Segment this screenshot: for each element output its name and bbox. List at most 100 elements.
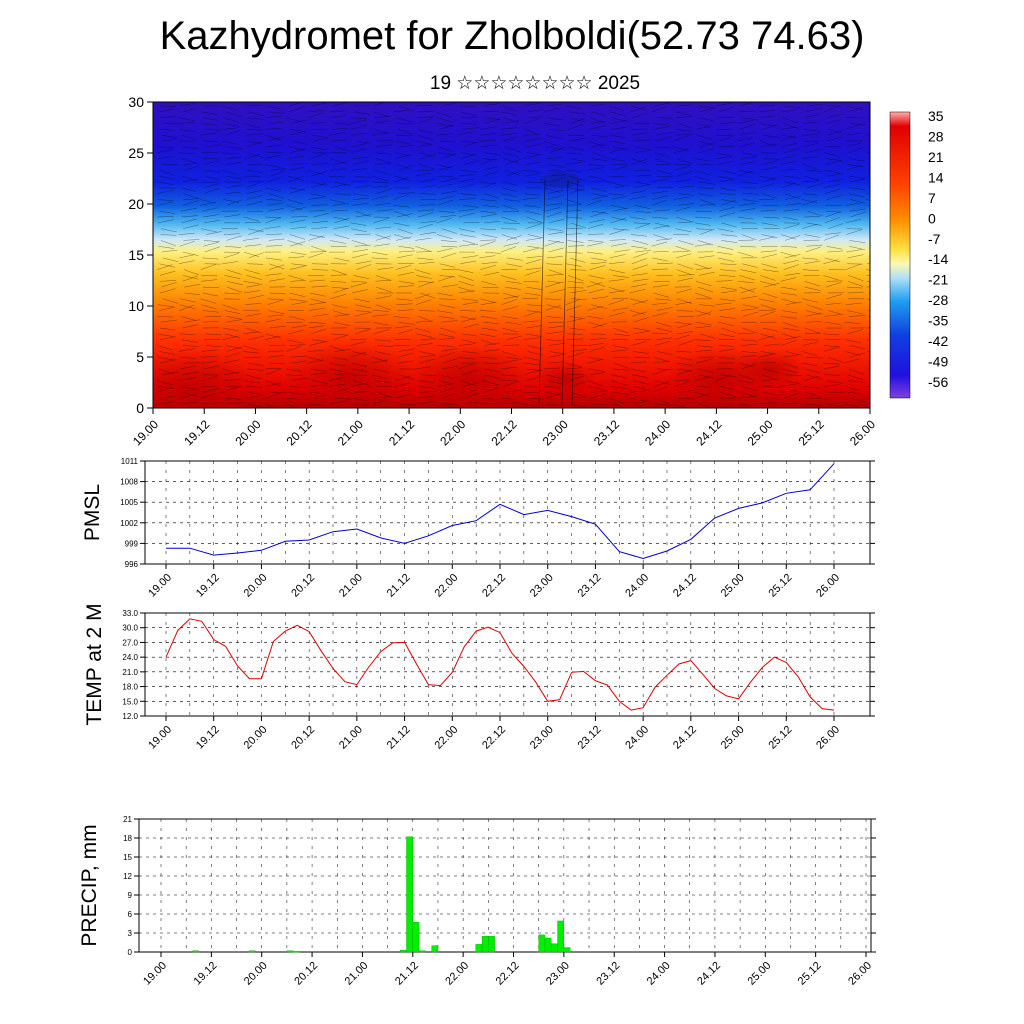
wind-streamline (501, 127, 518, 130)
wind-streamline (844, 321, 861, 324)
wind-streamline (291, 216, 308, 218)
precip-bar (192, 950, 199, 953)
wind-streamline (270, 170, 286, 177)
wind-streamline (225, 397, 242, 400)
wind-streamline (866, 386, 870, 387)
wind-streamline (675, 206, 691, 212)
wind-streamline (415, 172, 431, 177)
wind-streamline (329, 362, 346, 367)
wind-streamline (612, 345, 629, 349)
wind-streamline (592, 152, 608, 159)
wind-streamline (524, 118, 540, 124)
wind-streamline (868, 315, 870, 317)
wind-streamline (202, 321, 219, 323)
wind-streamline (760, 250, 777, 253)
wind-streamline (223, 127, 240, 130)
wind-streamline (802, 193, 819, 196)
wind-streamline (226, 161, 243, 165)
wind-streamline (526, 286, 543, 290)
wind-streamline (483, 387, 499, 393)
wind-streamline (415, 320, 432, 323)
wind-streamline (740, 308, 757, 311)
wind-streamline (544, 187, 561, 193)
wind-streamline (740, 351, 757, 354)
x-tick-label: 25.00 (745, 417, 776, 448)
wind-streamline (436, 111, 452, 118)
wind-streamline (184, 319, 201, 323)
wind-streamline (567, 333, 584, 335)
wind-streamline (461, 152, 478, 156)
x-tick-label: 21.12 (385, 724, 413, 752)
wind-streamline (204, 170, 221, 173)
wind-streamline (675, 228, 692, 233)
wind-streamline (677, 170, 693, 177)
wind-streamline (761, 167, 778, 171)
wind-streamline (569, 257, 586, 263)
wind-streamline (586, 242, 603, 247)
wind-streamline (677, 331, 693, 335)
wind-streamline (676, 362, 693, 366)
wind-streamline (804, 129, 821, 132)
wind-streamline (226, 319, 242, 323)
wind-streamline (394, 325, 411, 329)
wind-streamline (675, 165, 691, 171)
wind-streamline (783, 264, 800, 270)
wind-streamline (715, 156, 732, 159)
wind-streamline (371, 257, 388, 260)
wind-streamline (695, 158, 712, 162)
wind-streamline (631, 159, 647, 165)
wind-streamline (419, 178, 436, 183)
colorbar-label: -49 (928, 354, 948, 370)
wind-streamline (721, 240, 738, 243)
wind-streamline (479, 140, 496, 142)
wind-streamline (351, 351, 368, 355)
wind-streamline (737, 281, 754, 283)
wind-streamline (608, 279, 625, 282)
wind-streamline (548, 129, 565, 131)
wind-streamline (673, 196, 690, 200)
x-tick-label: 20.00 (242, 960, 270, 988)
wind-streamline (824, 119, 841, 124)
wind-streamline (739, 161, 756, 165)
wind-streamline (588, 275, 605, 279)
wind-streamline (824, 232, 841, 235)
wind-streamline (330, 184, 347, 189)
wind-streamline (549, 147, 565, 153)
wind-streamline (805, 113, 822, 118)
x-tick-label: 22.00 (432, 572, 460, 600)
x-tick-label: 23.00 (528, 572, 556, 600)
wind-streamline (696, 267, 713, 270)
wind-streamline (311, 227, 328, 229)
wind-streamline (544, 240, 560, 247)
wind-streamline (609, 269, 625, 274)
wind-streamline (160, 234, 177, 236)
wind-streamline (247, 403, 264, 408)
x-tick-label: 24.12 (695, 960, 723, 988)
wind-streamline (398, 105, 415, 112)
wind-streamline (265, 199, 282, 201)
wind-streamline (159, 401, 176, 405)
wind-streamline (417, 257, 434, 261)
wind-streamline (157, 333, 174, 337)
wind-streamline (738, 362, 755, 368)
wind-streamline (546, 228, 563, 231)
y-tick-label: 999 (125, 539, 139, 548)
wind-streamline (527, 246, 544, 249)
wind-streamline (523, 337, 540, 340)
wind-streamline (782, 321, 798, 328)
wind-streamline (246, 275, 263, 280)
wind-streamline (441, 320, 458, 323)
wind-streamline (846, 229, 862, 235)
wind-streamline (586, 199, 602, 206)
wind-streamline (546, 211, 563, 218)
wind-streamline (592, 323, 608, 329)
wind-streamline (694, 222, 711, 226)
wind-streamline (694, 263, 710, 270)
wind-streamline (371, 251, 388, 256)
wind-streamline (373, 329, 390, 335)
wind-streamline (291, 163, 308, 165)
wind-streamline (504, 199, 521, 202)
wind-streamline (654, 222, 671, 228)
wind-streamline (739, 203, 756, 206)
wind-streamline (438, 146, 454, 152)
